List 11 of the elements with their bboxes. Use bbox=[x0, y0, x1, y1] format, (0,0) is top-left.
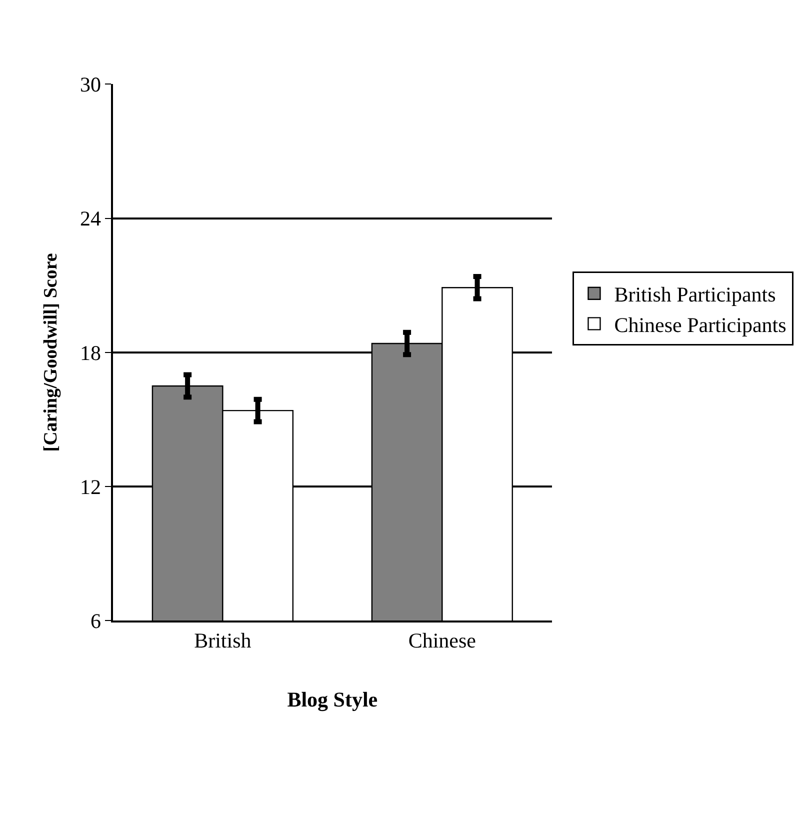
legend-label: British Participants bbox=[614, 282, 776, 307]
y-axis-title: [Caring/Goodwill] Score bbox=[40, 253, 62, 452]
y-tick-label: 18 bbox=[80, 340, 101, 365]
y-tick-label: 12 bbox=[80, 474, 101, 499]
x-axis-title: Blog Style bbox=[287, 687, 378, 712]
y-tick-label: 30 bbox=[80, 72, 101, 97]
y-tick-label: 24 bbox=[80, 206, 102, 231]
legend-label: Chinese Participants bbox=[614, 312, 786, 337]
x-tick-label: Chinese bbox=[408, 628, 476, 653]
x-tick-label: British bbox=[194, 628, 252, 653]
y-tick-label: 6 bbox=[90, 609, 101, 634]
